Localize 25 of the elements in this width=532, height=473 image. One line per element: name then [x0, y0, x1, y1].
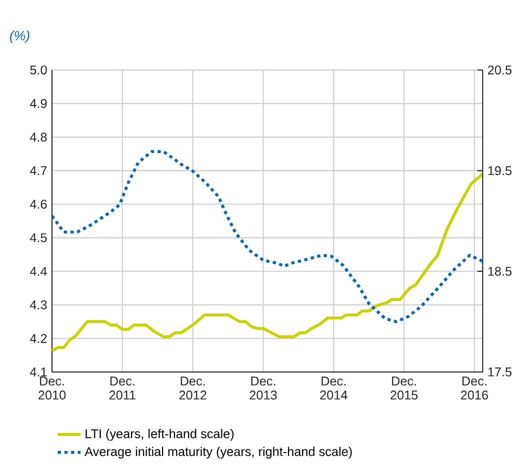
y-tick-label: 4.6 [30, 200, 47, 209]
x-tick-label: Dec. 2010 [38, 376, 66, 400]
y2-tick-label: 20.5 [488, 65, 512, 74]
y-tick-label: 4.4 [30, 266, 47, 276]
y-tick-label: 4.1 [30, 367, 47, 376]
y-tick-label: 4.2 [30, 334, 47, 343]
line-series [52, 150, 483, 323]
y-axis-title: (%) [10, 30, 30, 43]
legend-label: LTI (years, left-hand scale) [86, 428, 234, 441]
x-tick-label: Dec. 2014 [320, 376, 348, 400]
y-tick-label: 4.5 [30, 233, 47, 242]
legend-label: Average initial maturity (years, right-hand scale) [84, 446, 352, 458]
y2-tick-label: 19.5 [488, 166, 512, 175]
x-tick-label: Dec. 2013 [250, 376, 277, 400]
x-tick-label: Dec. 2011 [109, 376, 136, 400]
y-tick-label: 4.8 [30, 132, 47, 142]
y-tick-label: 4.9 [30, 98, 47, 108]
x-tick-label: Dec. 2016 [460, 376, 488, 400]
x-tick-label: Dec. 2015 [390, 376, 418, 400]
y-tick-label: 4.7 [30, 166, 47, 175]
y-tick-label: 4.3 [30, 300, 47, 310]
x-tick-label: Dec. 2012 [179, 376, 206, 400]
y2-tick-label: 17.5 [488, 367, 512, 376]
y-tick-label: 5.0 [30, 65, 47, 74]
y2-tick-label: 18.5 [488, 266, 512, 276]
